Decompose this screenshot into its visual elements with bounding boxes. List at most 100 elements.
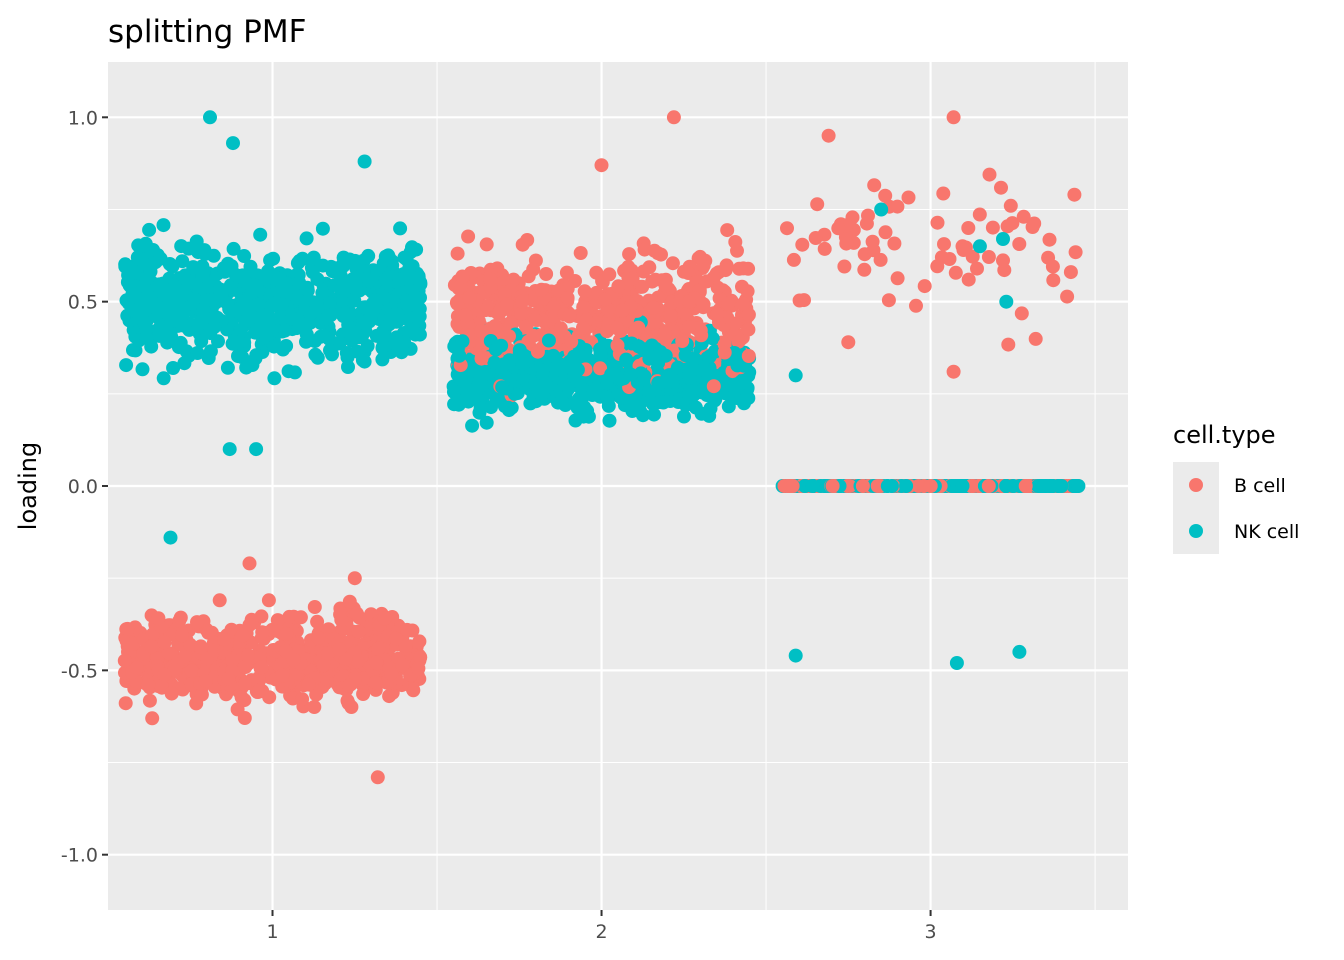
data-points	[117, 110, 1086, 785]
data-point	[708, 368, 723, 383]
data-point	[874, 202, 889, 217]
data-point	[810, 197, 825, 212]
data-point	[342, 594, 357, 609]
data-point	[369, 655, 384, 670]
data-point	[666, 110, 681, 125]
data-point	[362, 273, 377, 288]
data-point	[357, 354, 372, 369]
data-point	[455, 269, 470, 284]
data-point	[501, 400, 516, 415]
data-point	[141, 678, 156, 693]
data-point	[151, 611, 166, 626]
data-point	[728, 235, 743, 249]
data-point	[539, 267, 554, 281]
data-point	[741, 349, 756, 363]
data-point	[405, 682, 420, 696]
data-point	[955, 479, 970, 493]
data-point	[1016, 209, 1031, 224]
data-point	[536, 364, 550, 379]
data-point	[653, 395, 668, 410]
data-point	[696, 300, 711, 315]
data-point	[156, 218, 171, 233]
data-point	[351, 270, 366, 285]
data-point	[241, 648, 255, 663]
data-point	[961, 221, 976, 235]
data-point	[129, 660, 144, 675]
data-point	[731, 334, 746, 349]
data-point	[161, 646, 176, 661]
data-point	[144, 639, 159, 654]
data-point	[699, 274, 714, 289]
data-point	[842, 479, 857, 493]
data-point	[514, 306, 529, 321]
data-point	[242, 618, 257, 632]
data-point	[602, 413, 617, 428]
data-point	[334, 612, 349, 627]
data-point	[459, 384, 474, 399]
data-point	[502, 353, 517, 368]
data-point	[564, 334, 579, 349]
data-point	[942, 252, 957, 266]
data-point	[393, 221, 408, 236]
data-point	[351, 624, 366, 639]
data-point	[220, 360, 235, 375]
data-point	[474, 378, 489, 392]
data-point	[1067, 187, 1082, 202]
data-point	[270, 613, 285, 628]
data-point	[455, 334, 470, 349]
data-point	[881, 293, 896, 308]
data-point	[901, 190, 916, 205]
legend-key	[1189, 524, 1203, 538]
data-point	[267, 339, 281, 354]
data-point	[970, 261, 984, 276]
data-point	[175, 254, 190, 269]
data-point	[311, 630, 326, 645]
data-point	[598, 292, 612, 307]
data-point	[307, 600, 322, 614]
data-point	[479, 237, 494, 252]
data-point	[173, 300, 188, 315]
data-point	[721, 296, 736, 311]
data-point	[556, 396, 571, 411]
data-point	[899, 479, 914, 493]
data-point	[658, 326, 672, 341]
data-point	[157, 667, 172, 682]
data-point	[191, 317, 206, 332]
data-point	[788, 368, 803, 383]
data-point	[707, 393, 722, 408]
data-point	[1063, 265, 1078, 280]
data-point	[411, 661, 426, 676]
data-point	[631, 339, 646, 354]
data-point	[344, 700, 359, 714]
legend-label: B cell	[1234, 475, 1286, 497]
data-point	[332, 335, 347, 350]
data-point	[352, 330, 367, 345]
data-point	[277, 323, 292, 338]
data-point	[946, 364, 961, 379]
data-point	[621, 259, 636, 274]
data-point	[313, 329, 328, 344]
data-point	[252, 683, 267, 698]
data-point	[604, 367, 619, 382]
data-point	[447, 397, 462, 412]
data-point	[400, 622, 415, 637]
data-point	[540, 379, 555, 394]
data-point	[321, 646, 335, 661]
data-point	[996, 232, 1010, 246]
data-point	[490, 393, 504, 408]
data-point	[204, 293, 219, 308]
data-point	[615, 303, 630, 318]
data-point	[253, 227, 268, 242]
data-point	[382, 689, 397, 704]
data-point	[526, 328, 541, 343]
data-point	[274, 297, 289, 312]
data-point	[238, 274, 253, 289]
data-point	[1014, 306, 1029, 321]
data-point	[408, 296, 423, 311]
data-point	[728, 382, 743, 397]
data-point	[1068, 245, 1083, 260]
data-point	[152, 328, 167, 343]
data-point	[315, 285, 330, 300]
data-point	[1003, 198, 1018, 213]
data-point	[721, 399, 736, 414]
